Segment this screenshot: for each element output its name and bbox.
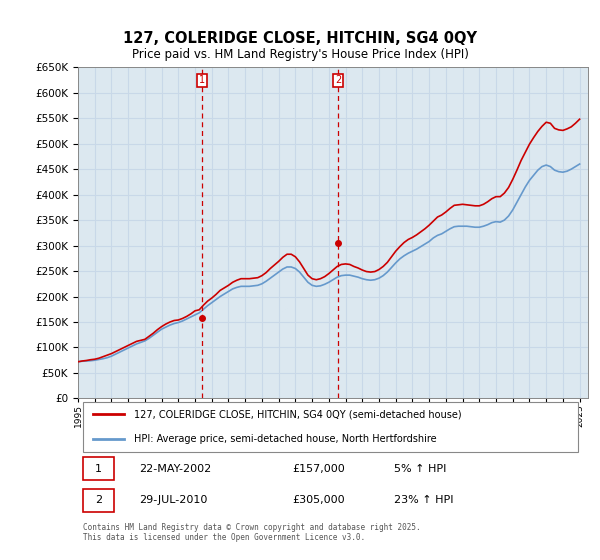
Text: £305,000: £305,000 — [292, 496, 345, 505]
Text: 23% ↑ HPI: 23% ↑ HPI — [394, 496, 454, 505]
Text: £157,000: £157,000 — [292, 464, 345, 474]
Text: 22-MAY-2002: 22-MAY-2002 — [139, 464, 211, 474]
Text: 1: 1 — [199, 76, 205, 86]
Text: HPI: Average price, semi-detached house, North Hertfordshire: HPI: Average price, semi-detached house,… — [134, 434, 437, 444]
Text: 2: 2 — [95, 496, 102, 505]
FancyBboxPatch shape — [83, 403, 578, 452]
Text: 29-JUL-2010: 29-JUL-2010 — [139, 496, 208, 505]
Text: 127, COLERIDGE CLOSE, HITCHIN, SG4 0QY: 127, COLERIDGE CLOSE, HITCHIN, SG4 0QY — [123, 31, 477, 46]
Text: Contains HM Land Registry data © Crown copyright and database right 2025.
This d: Contains HM Land Registry data © Crown c… — [83, 523, 421, 542]
FancyBboxPatch shape — [83, 457, 114, 480]
Text: 2: 2 — [335, 76, 341, 86]
Text: 127, COLERIDGE CLOSE, HITCHIN, SG4 0QY (semi-detached house): 127, COLERIDGE CLOSE, HITCHIN, SG4 0QY (… — [134, 409, 462, 419]
Text: 1: 1 — [95, 464, 102, 474]
Text: 5% ↑ HPI: 5% ↑ HPI — [394, 464, 446, 474]
FancyBboxPatch shape — [83, 489, 114, 512]
Text: Price paid vs. HM Land Registry's House Price Index (HPI): Price paid vs. HM Land Registry's House … — [131, 48, 469, 60]
